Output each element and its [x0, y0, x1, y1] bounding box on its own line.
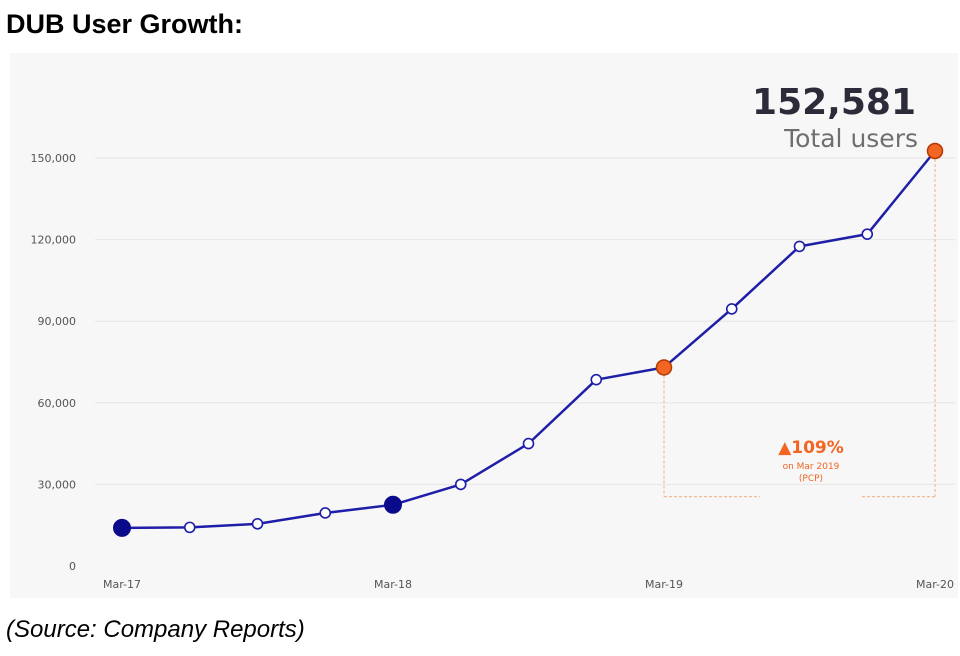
- growth-caption-line-1: on Mar 2019: [783, 462, 840, 472]
- data-point: [113, 518, 131, 537]
- chart-panel: [10, 53, 958, 598]
- data-point: [861, 228, 874, 240]
- data-point: [384, 495, 402, 514]
- data-point: [725, 303, 738, 315]
- total-users-value: 152,581: [752, 82, 916, 123]
- data-point: [926, 142, 944, 160]
- x-axis-ticks: Mar-17 Mar-18 Mar-19 Mar-20: [103, 578, 954, 591]
- data-point: [655, 359, 673, 376]
- data-point: [251, 518, 264, 530]
- x-tick-label: Mar-20: [916, 578, 954, 591]
- y-tick-label: 30,000: [38, 478, 77, 491]
- y-tick-label: 0: [69, 560, 76, 573]
- y-tick-label: 60,000: [38, 397, 77, 410]
- total-users-label: Total users: [783, 124, 918, 153]
- y-tick-label: 120,000: [31, 234, 77, 247]
- source-note: (Source: Company Reports): [6, 616, 305, 643]
- growth-percentage: ▲109%: [778, 438, 844, 458]
- x-tick-label: Mar-17: [103, 578, 141, 591]
- data-point: [183, 521, 196, 534]
- page-title: DUB User Growth:: [6, 9, 244, 39]
- y-tick-label: 90,000: [38, 315, 77, 328]
- gridlines: [95, 157, 955, 485]
- growth-caption-line-2: (PCP): [799, 474, 823, 484]
- x-tick-label: Mar-18: [374, 578, 412, 591]
- growth-bracket: [663, 158, 936, 498]
- y-tick-label: 150,000: [31, 152, 77, 165]
- y-axis-ticks: 0 30,000 60,000 90,000 120,000 150,000: [31, 152, 77, 573]
- data-points: [113, 142, 944, 537]
- data-point: [454, 478, 467, 491]
- data-point: [319, 507, 332, 519]
- data-point: [793, 240, 806, 253]
- data-point: [522, 437, 535, 450]
- x-tick-label: Mar-19: [645, 578, 683, 591]
- data-point: [590, 373, 603, 386]
